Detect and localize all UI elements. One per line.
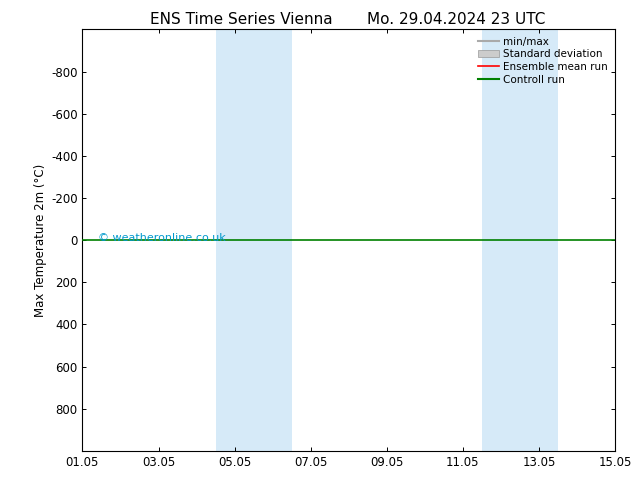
Text: © weatheronline.co.uk: © weatheronline.co.uk: [98, 233, 226, 243]
Text: Mo. 29.04.2024 23 UTC: Mo. 29.04.2024 23 UTC: [367, 12, 546, 27]
Text: ENS Time Series Vienna: ENS Time Series Vienna: [150, 12, 332, 27]
Bar: [482, 29, 558, 451]
Legend: min/max, Standard deviation, Ensemble mean run, Controll run: min/max, Standard deviation, Ensemble me…: [476, 35, 610, 87]
Bar: [216, 29, 292, 451]
Y-axis label: Max Temperature 2m (°C): Max Temperature 2m (°C): [34, 164, 47, 317]
